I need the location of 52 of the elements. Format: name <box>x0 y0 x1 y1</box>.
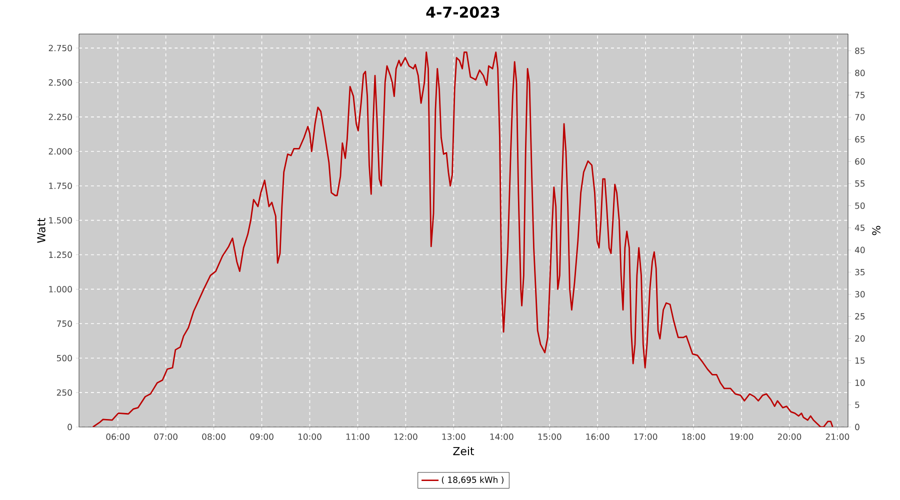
x-tick-label: 20:00 <box>778 434 802 440</box>
y2-tick-label: 75 <box>855 92 865 98</box>
x-tick-label: 09:00 <box>250 434 274 440</box>
y2-axis-title: % <box>872 226 880 236</box>
x-axis-title: Zeit <box>453 446 474 456</box>
x-tick-label: 18:00 <box>682 434 706 440</box>
y-tick-label: 1.500 <box>49 217 72 224</box>
x-tick-label: 16:00 <box>586 434 610 440</box>
x-tick-label: 10:00 <box>298 434 322 440</box>
y-tick-label: 2.500 <box>48 79 72 86</box>
y-tick-label: 2.000 <box>48 148 72 155</box>
y-tick-label: 1.000 <box>49 286 72 292</box>
y2-tick-label: 65 <box>855 136 865 143</box>
x-tick-label: 21:00 <box>826 434 850 440</box>
y-axis-title: Watt <box>37 218 46 243</box>
legend-label: ( 18,695 kWh ) <box>442 476 504 484</box>
y2-tick-label: 40 <box>854 246 865 254</box>
y2-tick-label: 60 <box>855 158 865 165</box>
y2-tick-label: 15 <box>855 357 865 364</box>
y2-tick-label: 30 <box>855 291 865 298</box>
y-tick-label: 1.750 <box>49 182 72 190</box>
y2-tick-label: 35 <box>855 268 865 276</box>
y2-tick-label: 0 <box>855 424 860 430</box>
y2-tick-label: 45 <box>854 224 865 231</box>
x-tick-label: 08:00 <box>202 434 226 440</box>
y-tick-label: 500 <box>56 354 72 362</box>
y-tick-label: 1.250 <box>49 252 72 258</box>
y2-tick-label: 55 <box>855 180 865 187</box>
chart-title: 4-7-2023 <box>426 6 500 18</box>
y2-tick-label: 50 <box>855 202 865 209</box>
x-tick-label: 11:00 <box>346 434 370 440</box>
x-tick-label: 14:00 <box>490 434 514 440</box>
x-tick-label: 19:00 <box>730 434 754 440</box>
y2-tick-label: 70 <box>855 114 865 120</box>
x-tick-label: 07:00 <box>154 434 178 440</box>
y2-tick-label: 20 <box>855 335 865 342</box>
y-tick-label: 250 <box>56 389 72 396</box>
y2-tick-label: 80 <box>855 70 865 76</box>
x-tick-label: 06:00 <box>106 434 130 440</box>
x-tick-label: 13:00 <box>442 434 466 440</box>
y-tick-label: 2.250 <box>48 114 72 120</box>
x-tick-label: 12:00 <box>394 434 418 440</box>
y-tick-label: 750 <box>57 320 72 327</box>
y-tick-label: 2.750 <box>48 44 72 52</box>
x-tick-label: 17:00 <box>634 434 658 440</box>
y-tick-label: 0 <box>68 424 72 430</box>
x-tick-label: 15:00 <box>538 434 562 440</box>
y2-tick-label: 5 <box>855 402 860 408</box>
y2-tick-label: 10 <box>855 380 865 386</box>
y2-tick-label: 25 <box>855 313 865 320</box>
y2-tick-label: 85 <box>855 48 865 54</box>
line-series <box>92 51 834 427</box>
